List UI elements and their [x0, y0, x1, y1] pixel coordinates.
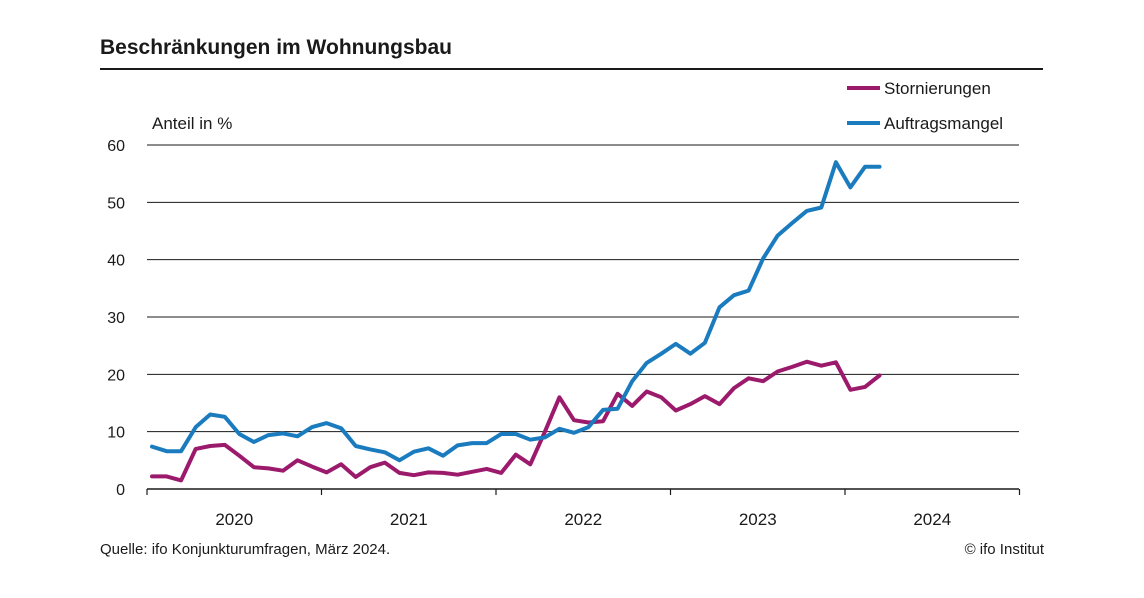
- title-rule: [100, 68, 1043, 70]
- series-line-auftragsmangel: [150, 160, 882, 463]
- y-axis-label: Anteil in %: [152, 114, 232, 133]
- legend-label: Auftragsmangel: [884, 114, 1003, 133]
- y-tick-label: 50: [107, 195, 125, 212]
- source-note: Quelle: ifo Konjunkturumfragen, März 202…: [100, 541, 391, 558]
- legend: Stornierungen Auftragsmangel: [847, 79, 1003, 133]
- series-lines: [150, 160, 882, 483]
- y-tick-label: 10: [107, 425, 125, 442]
- x-tick-label: 2024: [913, 510, 951, 529]
- legend-label: Stornierungen: [884, 79, 991, 98]
- chart-title: Beschränkungen im Wohnungsbau: [100, 36, 452, 59]
- x-axis: 2020 2021 2022 2023 2024: [146, 488, 1021, 529]
- x-tick-label: 2021: [390, 510, 428, 529]
- series-line-stornierungen: [150, 359, 882, 483]
- gridlines: [147, 144, 1019, 433]
- x-tick-label: 2022: [564, 510, 602, 529]
- y-tick-labels: 0 10 20 30 40 50 60: [107, 138, 125, 499]
- y-tick-label: 30: [107, 310, 125, 327]
- y-tick-label: 60: [107, 138, 125, 155]
- x-tick-label: 2023: [739, 510, 777, 529]
- copyright-note: © ifo Institut: [964, 541, 1044, 558]
- y-tick-label: 0: [116, 482, 125, 499]
- x-tick-label: 2020: [215, 510, 253, 529]
- y-tick-label: 20: [107, 367, 125, 384]
- y-tick-label: 40: [107, 253, 125, 270]
